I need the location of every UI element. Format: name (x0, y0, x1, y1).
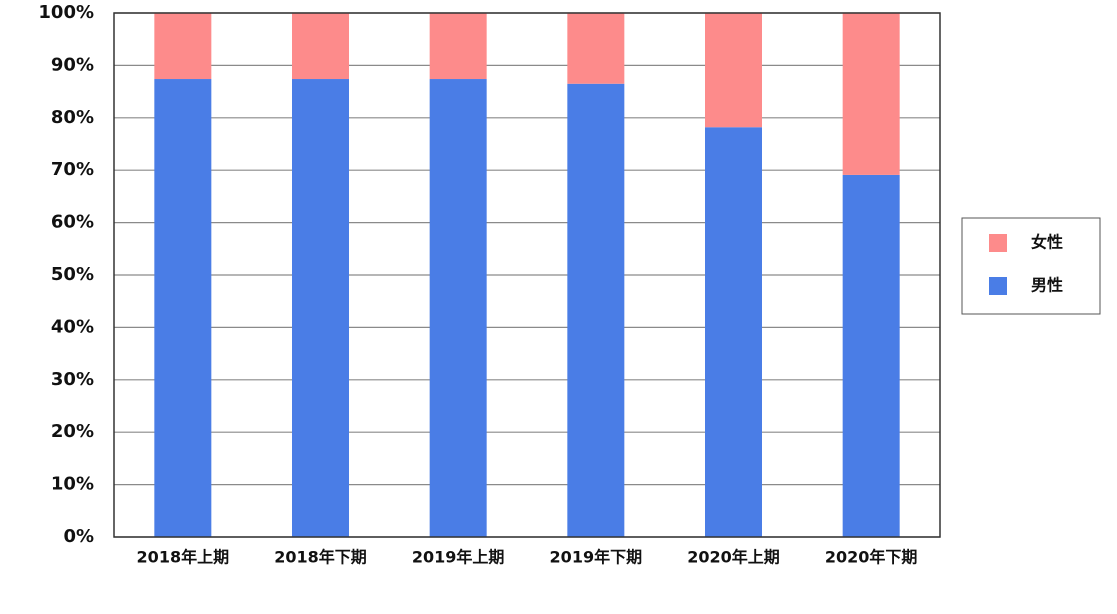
y-tick-label: 100% (38, 2, 94, 23)
bar-segment (154, 79, 212, 538)
bar-segment (292, 13, 349, 80)
y-tick-label: 60% (51, 212, 94, 233)
bar-segment (705, 127, 762, 538)
legend-swatch (989, 234, 1007, 252)
bar-segment (292, 79, 349, 538)
legend-swatch (989, 277, 1007, 295)
y-tick-label: 30% (51, 369, 94, 390)
bar-segment (705, 13, 762, 128)
y-tick-label: 80% (51, 107, 94, 128)
y-tick-label: 70% (51, 159, 94, 180)
y-tick-label: 0% (63, 526, 94, 547)
x-tick-label: 2020年上期 (687, 548, 780, 567)
x-tick-label: 2019年下期 (550, 548, 643, 567)
bar-segment (842, 174, 900, 537)
bar-segment (429, 79, 487, 538)
bar-segment (154, 13, 212, 80)
y-tick-label: 40% (51, 316, 94, 337)
x-tick-label: 2018年下期 (274, 548, 367, 567)
y-tick-label: 90% (51, 54, 94, 75)
legend-label: 女性 (1031, 233, 1063, 252)
bar-segment (429, 13, 487, 80)
bar-segment (842, 13, 900, 175)
y-tick-label: 50% (51, 264, 94, 285)
x-tick-label: 2020年下期 (825, 548, 918, 567)
bar-segment (567, 13, 625, 84)
bar-segment (567, 83, 625, 538)
x-tick-label: 2019年上期 (412, 548, 505, 567)
y-tick-label: 20% (51, 421, 94, 442)
x-tick-label: 2018年上期 (137, 548, 230, 567)
y-tick-label: 10% (51, 474, 94, 495)
legend-box (961, 217, 1101, 315)
plot-frame (113, 12, 941, 538)
legend-label: 男性 (1031, 276, 1063, 295)
